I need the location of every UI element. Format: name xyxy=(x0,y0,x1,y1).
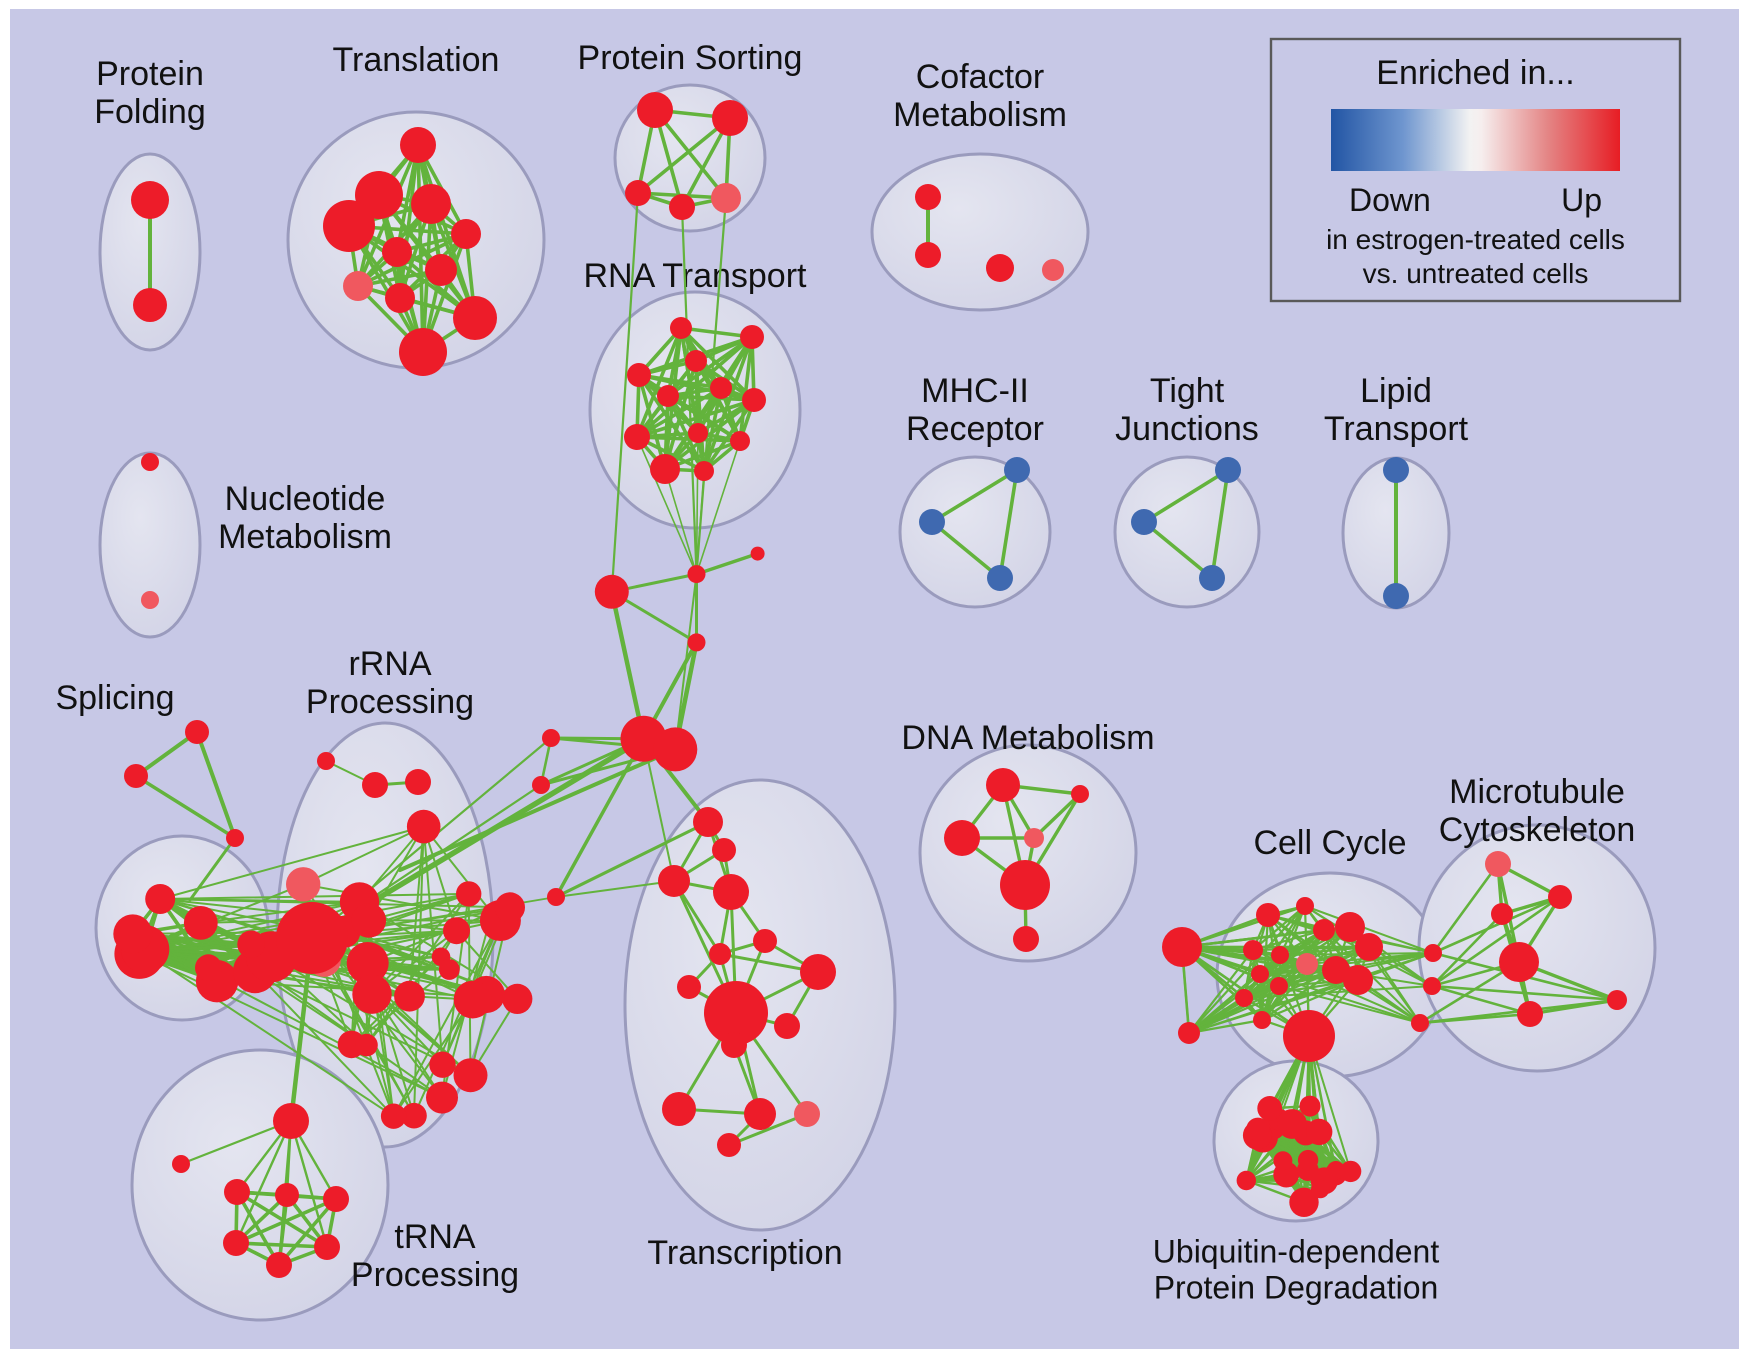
svg-text:Transport: Transport xyxy=(1324,410,1469,448)
svg-text:Microtubule: Microtubule xyxy=(1449,773,1625,811)
svg-text:Cytoskeleton: Cytoskeleton xyxy=(1439,811,1636,849)
svg-text:Nucleotide: Nucleotide xyxy=(225,480,386,518)
svg-text:Down: Down xyxy=(1349,182,1431,218)
svg-text:Ubiquitin-dependent: Ubiquitin-dependent xyxy=(1153,1234,1440,1270)
svg-text:Tight: Tight xyxy=(1150,372,1225,410)
svg-text:Up: Up xyxy=(1561,182,1602,218)
svg-text:in estrogen-treated cells: in estrogen-treated cells xyxy=(1326,224,1625,255)
svg-text:Protein Degradation: Protein Degradation xyxy=(1154,1269,1439,1305)
svg-text:Receptor: Receptor xyxy=(906,410,1044,448)
svg-text:Junctions: Junctions xyxy=(1115,410,1259,448)
svg-text:rRNA: rRNA xyxy=(348,645,431,683)
svg-text:Lipid: Lipid xyxy=(1360,372,1432,410)
svg-text:Protein: Protein xyxy=(96,55,204,93)
svg-text:Enriched in...: Enriched in... xyxy=(1376,54,1574,92)
svg-text:Translation: Translation xyxy=(333,41,500,79)
svg-text:Protein Sorting: Protein Sorting xyxy=(578,39,803,77)
svg-text:Cofactor: Cofactor xyxy=(916,58,1045,96)
svg-text:Folding: Folding xyxy=(94,93,206,131)
svg-text:Processing: Processing xyxy=(306,683,474,721)
svg-text:Splicing: Splicing xyxy=(55,679,174,717)
svg-text:Metabolism: Metabolism xyxy=(218,518,392,556)
svg-text:RNA Transport: RNA Transport xyxy=(584,257,808,295)
svg-text:Transcription: Transcription xyxy=(647,1234,842,1272)
svg-text:Metabolism: Metabolism xyxy=(893,96,1067,134)
svg-text:Cell Cycle: Cell Cycle xyxy=(1253,824,1406,862)
svg-text:DNA Metabolism: DNA Metabolism xyxy=(901,719,1154,757)
svg-text:MHC-II: MHC-II xyxy=(921,372,1029,410)
svg-text:vs. untreated cells: vs. untreated cells xyxy=(1363,258,1589,289)
svg-text:tRNA: tRNA xyxy=(394,1218,476,1256)
svg-text:Processing: Processing xyxy=(351,1256,519,1294)
